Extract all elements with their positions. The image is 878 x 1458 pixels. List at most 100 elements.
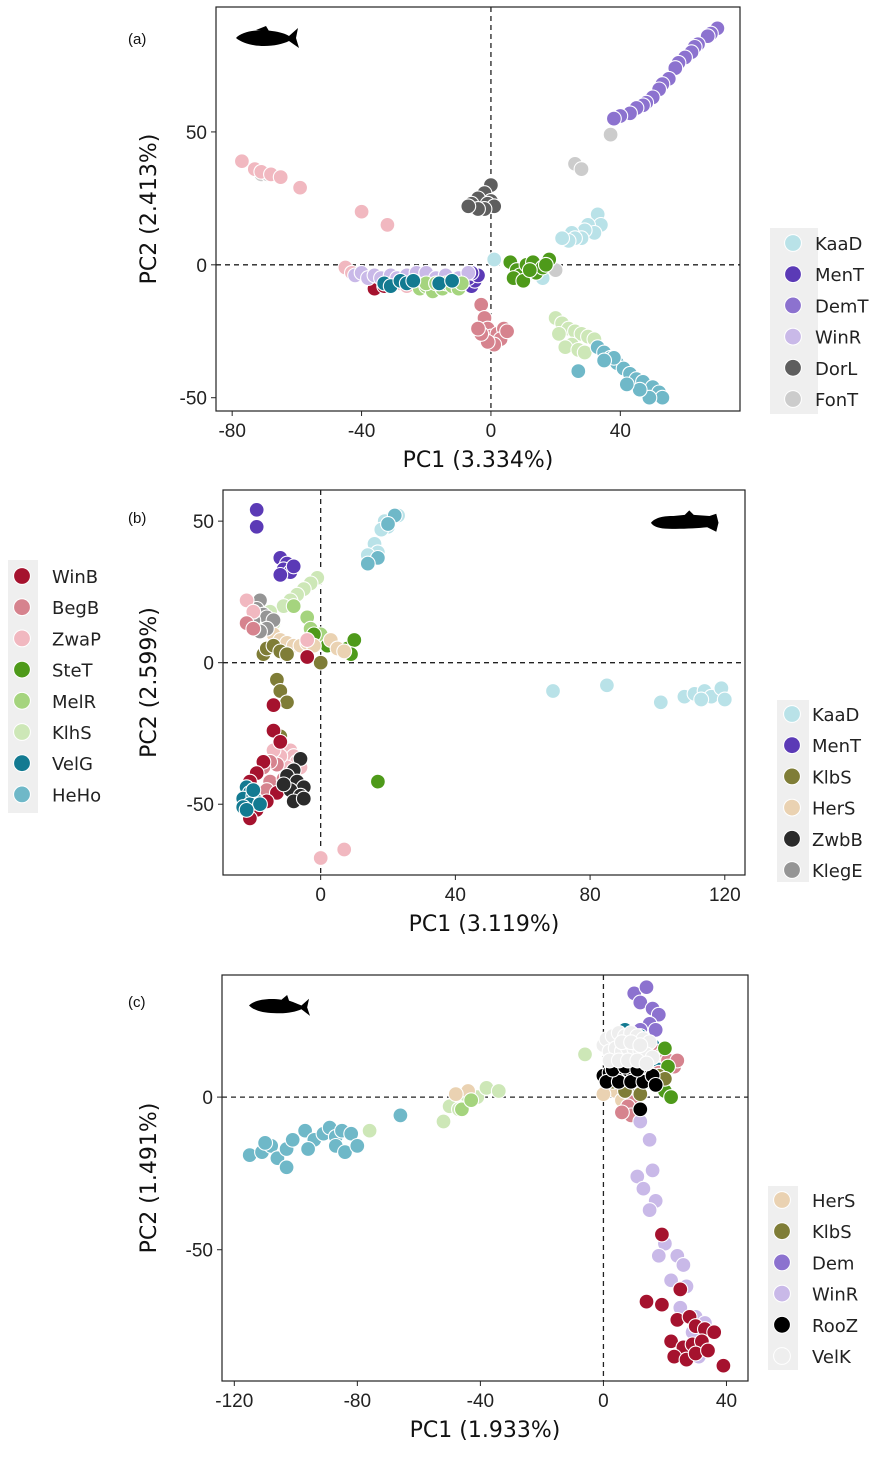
series-11 [502,251,558,289]
data-point [285,598,302,615]
data-point [652,694,669,711]
legend-background [770,228,818,414]
legend-label: FonT [815,390,859,411]
data-point [369,773,386,790]
legend-swatch [13,629,31,648]
data-point [715,1357,732,1374]
legend-label: ZwaP [52,629,101,650]
data-point [596,352,613,369]
data-point [557,339,574,356]
data-point [641,1131,658,1148]
data-point [336,643,353,660]
legend-label: WinR [815,328,861,349]
panel-label: (b) [128,510,146,527]
data-point [641,1202,658,1219]
legend-swatch [784,327,802,346]
panel-c: -120 -80 -40 0 40 -50 0 PC1 (1.933%) PC2 (1.491%… [128,974,858,1443]
legend-label: DemT [815,296,869,317]
legend-swatch [773,1222,791,1241]
data-point [638,1293,655,1310]
x-tick-label: -80 [344,1391,371,1412]
data-point [605,110,622,127]
legend-swatch [783,705,801,723]
legend-label: BegB [52,598,99,619]
y-tick-label: 50 [186,123,207,144]
data-point [257,1134,274,1151]
data-point [550,325,567,342]
x-tick-label: -40 [348,421,375,442]
legend-swatch [13,598,31,617]
x-tick-label: 40 [716,1391,737,1412]
legend-label: DorL [815,359,857,380]
series-0 [241,1107,409,1176]
data-point [353,203,370,220]
legend-left: WinB BegB ZwaP SteT MelR KlhS VelG HeHo [8,560,101,813]
data-point [693,691,710,708]
x-tick-label: -120 [215,1391,253,1412]
legend-swatch [13,660,31,679]
x-tick-label: -40 [467,1391,494,1412]
data-point [233,153,250,170]
panel-b: 0 40 80 120 -50 0 50 PC1 (3.119%) PC2 (2.599%) (b… [8,489,863,937]
data-point [706,1324,723,1341]
legend-swatch [784,358,802,377]
data-point [618,376,635,393]
data-point [656,1040,673,1057]
data-point [716,691,733,708]
data-point [245,782,262,799]
legend-swatch [773,1347,791,1365]
x-tick-label: 0 [315,885,326,906]
data-point [570,363,587,380]
legend-label: KaaD [815,234,862,255]
data-point [435,1113,452,1130]
data-point [635,1180,652,1197]
fish-silhouette-icon [249,994,310,1016]
legend-label: MelR [52,692,96,713]
data-point [295,790,312,807]
data-point [470,320,486,337]
legend-label: WinR [812,1285,858,1306]
data-point [663,1089,680,1106]
data-point [252,796,268,813]
data-point [554,230,571,247]
data-point [653,1296,670,1313]
legend-label: HerS [812,799,855,820]
data-point [644,1162,661,1179]
legend-swatch [784,296,802,315]
data-point [245,620,262,637]
legend-swatch [783,829,801,848]
data-point [312,654,329,671]
data-point [653,1226,670,1243]
series-13 [570,339,671,406]
data-point [272,169,289,186]
series-4 [470,296,516,353]
series-0 [605,20,726,127]
y-tick-label: 50 [193,512,214,533]
legend-label: HeHo [52,785,101,806]
data-point [349,1137,366,1154]
data-point [473,296,490,313]
y-tick-label: -50 [180,389,207,410]
plot-frame [221,974,749,1382]
series-1 [359,507,403,572]
data-point [272,566,289,583]
x-axis-title: PC1 (3.334%) [403,448,554,473]
series-10 [376,272,461,295]
data-point [598,677,615,694]
legend-swatch [773,1191,791,1209]
series-0 [359,507,733,711]
x-tick-label: 40 [445,885,466,906]
data-point [444,272,461,289]
series-7 [460,177,503,217]
data-point [521,262,538,279]
data-point [275,776,292,793]
fish-silhouette-icon [651,510,719,532]
legend-swatch [13,754,31,773]
x-axis-title: PC1 (1.933%) [410,1418,561,1443]
series-2 [248,501,302,583]
x-tick-label: 80 [580,885,601,906]
legend-label: WinB [52,567,98,588]
series-10 [638,1226,732,1374]
data-point [632,1037,649,1054]
data-point [405,272,422,289]
